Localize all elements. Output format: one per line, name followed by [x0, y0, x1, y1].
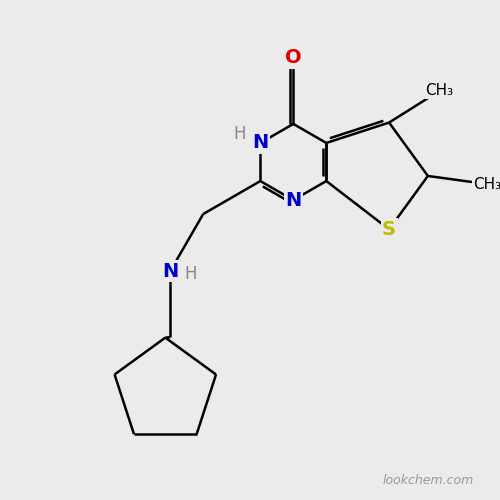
Text: lookchem.com: lookchem.com	[383, 474, 474, 487]
Text: CH₃: CH₃	[472, 176, 500, 192]
Text: H: H	[234, 125, 246, 143]
Text: CH₃: CH₃	[426, 84, 454, 98]
Text: N: N	[252, 134, 268, 152]
Text: N: N	[285, 190, 302, 210]
Text: S: S	[382, 220, 396, 239]
Text: N: N	[162, 262, 178, 280]
Text: O: O	[285, 48, 302, 68]
Text: H: H	[184, 264, 197, 282]
